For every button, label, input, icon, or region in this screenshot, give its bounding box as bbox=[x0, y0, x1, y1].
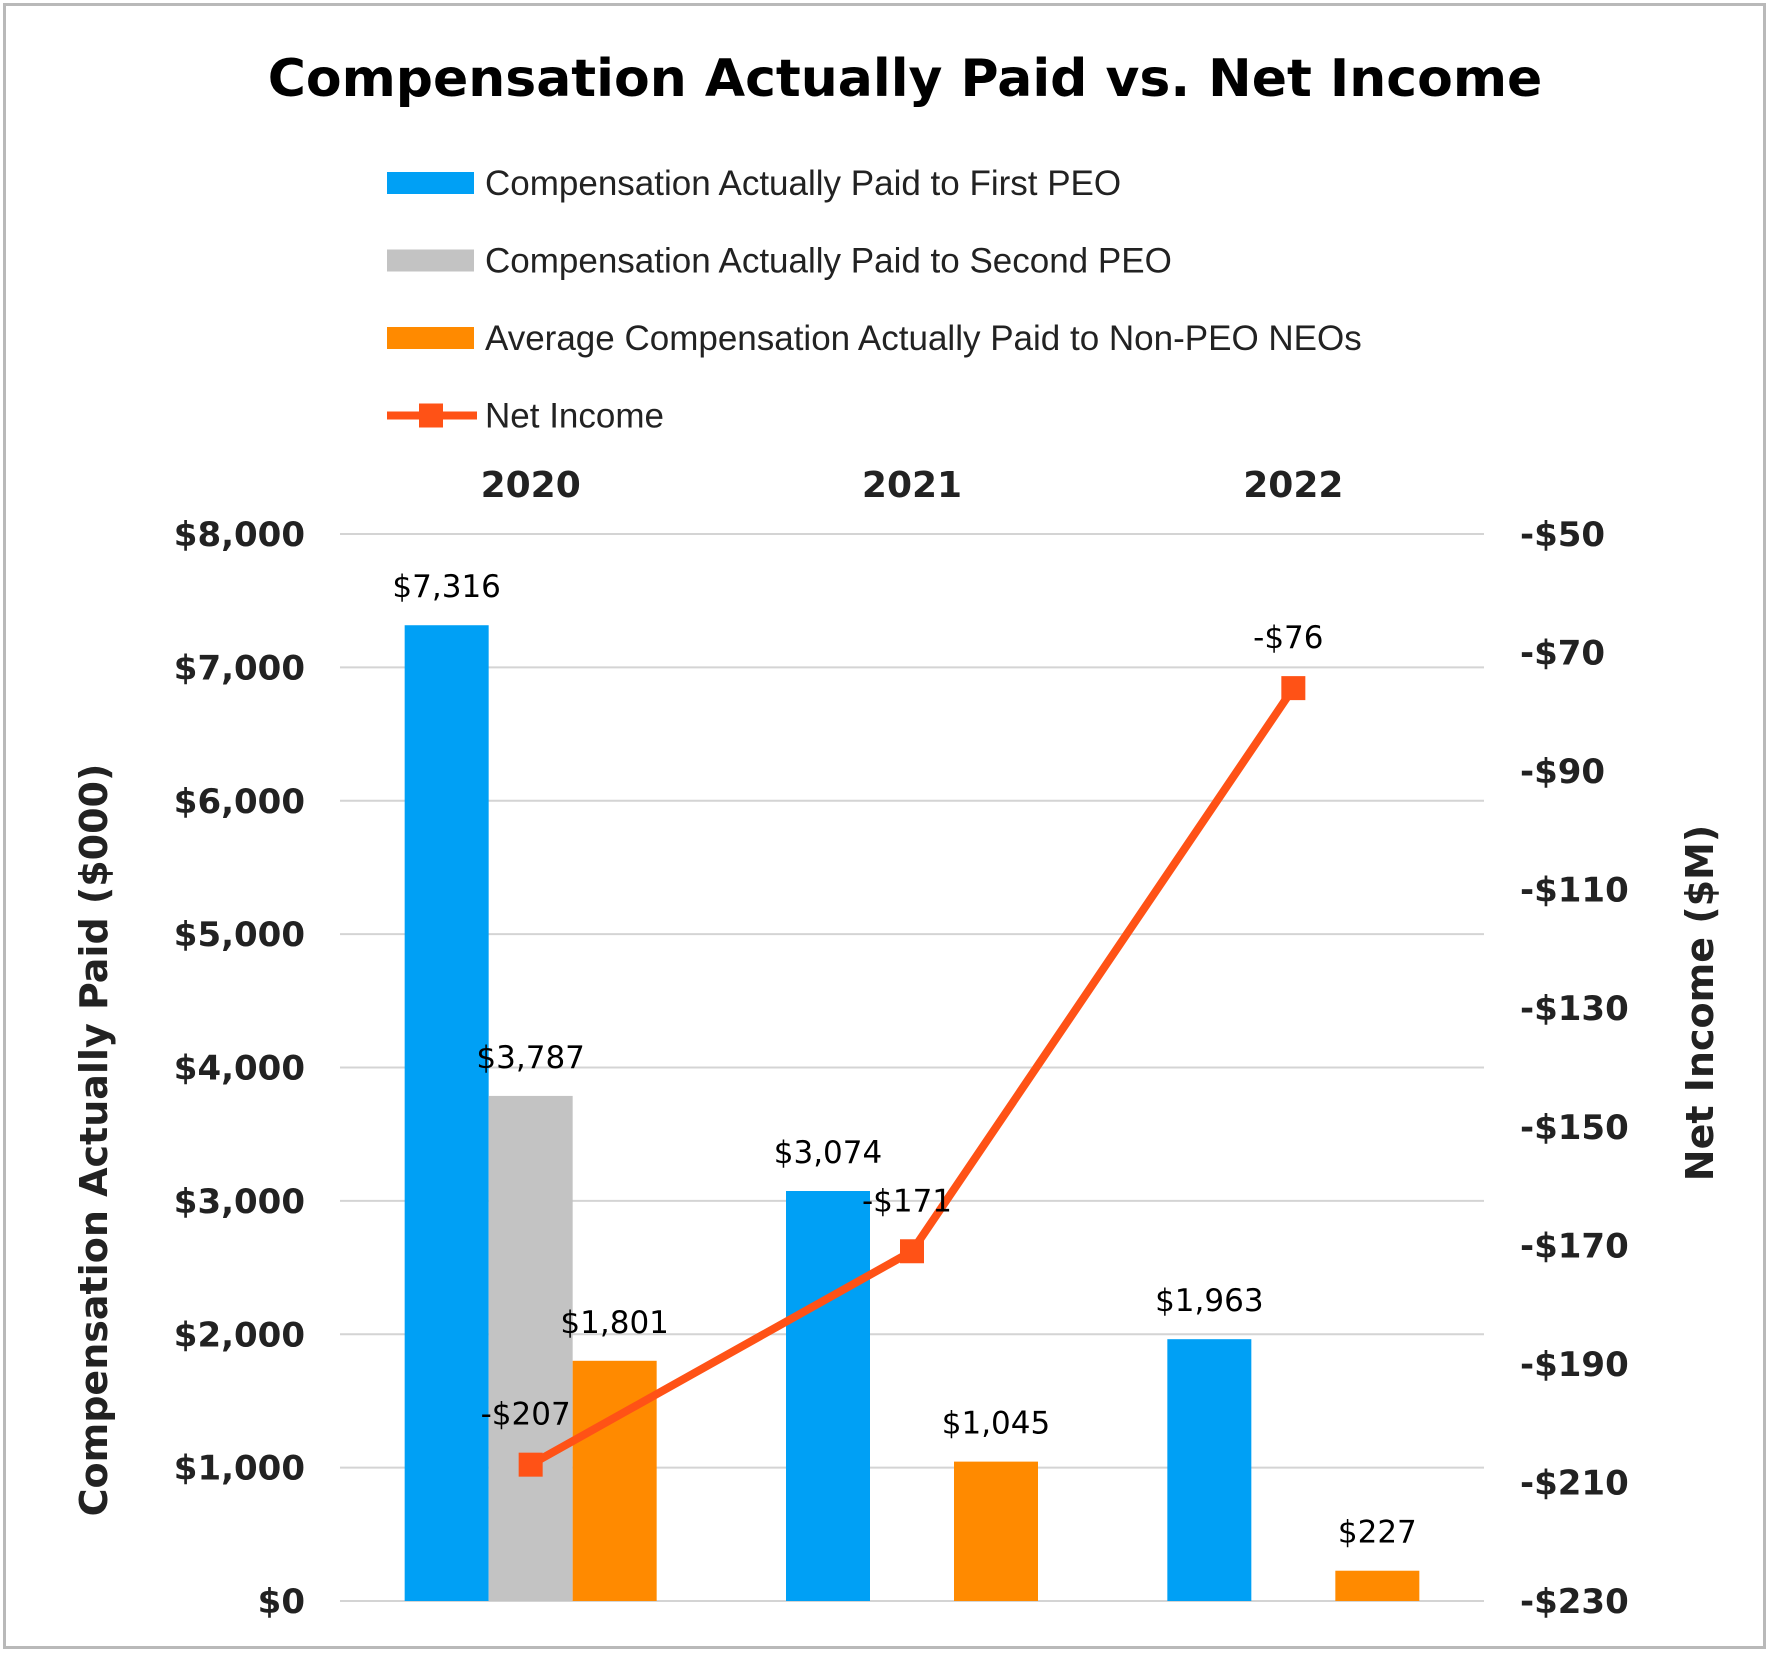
legend: Compensation Actually Paid to First PEO C… bbox=[387, 164, 1362, 436]
secondary-tick-label: -$170 bbox=[1520, 1226, 1629, 1266]
chart-frame bbox=[3, 3, 1766, 1649]
category-label: 2022 bbox=[1243, 465, 1343, 506]
secondary-tick-label: -$230 bbox=[1520, 1582, 1629, 1622]
line-point bbox=[518, 1452, 543, 1477]
secondary-axis-title: Net Income ($M) bbox=[1678, 825, 1722, 1181]
legend-label: Average Compensation Actually Paid to No… bbox=[485, 319, 1362, 358]
data-labels: $7,316 $3,074 $1,963 $3,787 $1,801 $1,045 $227… bbox=[392, 569, 1416, 1550]
primary-tick-label: $1,000 bbox=[174, 1449, 305, 1489]
primary-tick-label: $3,000 bbox=[174, 1182, 305, 1222]
secondary-tick-label: -$210 bbox=[1520, 1463, 1629, 1503]
category-label: 2021 bbox=[862, 465, 962, 506]
primary-axis-title: Compensation Actually Paid ($000) bbox=[72, 764, 116, 1517]
line-data-label: -$171 bbox=[862, 1183, 952, 1219]
category-labels: 2020 2021 2022 bbox=[481, 465, 1344, 506]
secondary-tick-label: -$90 bbox=[1520, 752, 1605, 792]
net-income-line bbox=[518, 676, 1306, 1477]
bar-data-label: $1,045 bbox=[942, 1406, 1050, 1442]
primary-tick-label: $6,000 bbox=[174, 782, 305, 822]
secondary-tick-label: -$110 bbox=[1520, 871, 1629, 911]
bar bbox=[954, 1461, 1038, 1601]
bar-data-label: $1,801 bbox=[560, 1305, 668, 1341]
legend-swatch bbox=[387, 172, 474, 194]
secondary-tick-label: -$70 bbox=[1520, 634, 1605, 674]
primary-tick-label: $7,000 bbox=[174, 648, 305, 688]
bar bbox=[488, 1095, 573, 1601]
line-data-label: -$207 bbox=[481, 1397, 571, 1433]
line-point bbox=[1281, 676, 1306, 701]
primary-tick-label: $4,000 bbox=[174, 1049, 305, 1089]
bar-data-label: $3,074 bbox=[774, 1135, 882, 1171]
legend-swatch bbox=[387, 327, 474, 349]
primary-tick-label: $0 bbox=[258, 1582, 305, 1622]
primary-axis-ticks: $0 $1,000 $2,000 $3,000 $4,000 $5,000 $6,000 $7… bbox=[174, 515, 305, 1622]
legend-marker-swatch bbox=[419, 403, 443, 428]
secondary-tick-label: -$130 bbox=[1520, 989, 1629, 1029]
secondary-tick-label: -$190 bbox=[1520, 1345, 1629, 1385]
primary-tick-label: $8,000 bbox=[174, 515, 305, 555]
line-data-label: -$76 bbox=[1253, 620, 1323, 656]
bar-data-label: $227 bbox=[1338, 1515, 1417, 1551]
bar bbox=[404, 625, 489, 1601]
bar-data-label: $3,787 bbox=[476, 1040, 584, 1076]
legend-label: Compensation Actually Paid to First PEO bbox=[485, 164, 1121, 203]
category-label: 2020 bbox=[481, 465, 581, 506]
secondary-tick-label: -$150 bbox=[1520, 1108, 1629, 1148]
bar bbox=[1167, 1339, 1252, 1601]
primary-tick-label: $2,000 bbox=[174, 1315, 305, 1355]
legend-label: Net Income bbox=[485, 397, 664, 436]
legend-label: Compensation Actually Paid to Second PEO bbox=[485, 242, 1172, 281]
bar-data-label: $1,963 bbox=[1155, 1283, 1263, 1319]
bar-data-label: $7,316 bbox=[392, 569, 500, 605]
chart-title: Compensation Actually Paid vs. Net Incom… bbox=[268, 49, 1543, 109]
bar bbox=[1335, 1570, 1420, 1601]
bars bbox=[404, 625, 1420, 1601]
secondary-tick-label: -$50 bbox=[1520, 515, 1605, 555]
legend-swatch bbox=[387, 249, 474, 272]
bar bbox=[786, 1191, 870, 1601]
line-point bbox=[900, 1239, 924, 1264]
primary-tick-label: $5,000 bbox=[174, 915, 305, 955]
secondary-axis-ticks: -$230 -$210 -$190 -$170 -$150 -$130 -$110 -$90 -… bbox=[1520, 515, 1629, 1622]
